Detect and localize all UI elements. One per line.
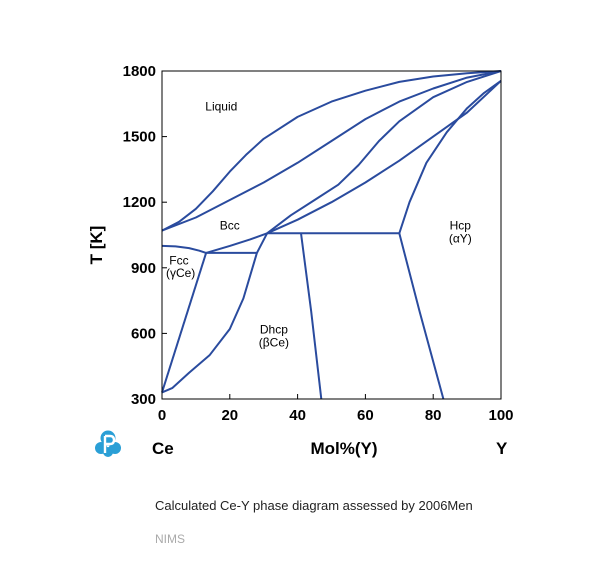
x-tick-label: 0: [158, 407, 166, 424]
phase-region-label: Dhcp: [260, 322, 288, 336]
phase-region-label: (αY): [449, 232, 472, 246]
phase-region-label: Liquid: [205, 99, 237, 113]
right-element-label: Y: [496, 439, 508, 458]
phase-region-label: Bcc: [220, 219, 240, 233]
y-tick-label: 300: [131, 391, 156, 408]
plot-lines: [161, 70, 502, 400]
phase-region-label: Hcp: [450, 219, 472, 233]
x-tick-label: 80: [425, 407, 442, 424]
phase-boundary-12: [300, 233, 323, 400]
x-tick-label: 60: [357, 407, 374, 424]
phase-boundary-1: [161, 70, 502, 232]
x-axis-ticks: 0 20 40 60 80 100: [158, 394, 514, 424]
phase-boundary-6: [161, 244, 207, 254]
region-labels: Liquid Bcc Fcc(γCe) Dhcp(βCe) Hcp(αY): [166, 99, 472, 349]
y-tick-label: 1500: [123, 129, 156, 146]
y-axis-label: T [K]: [87, 226, 106, 265]
phase-region-label: (βCe): [259, 336, 289, 350]
phase-boundary-4: [205, 80, 502, 254]
phase-boundary-3: [266, 70, 502, 235]
phase-diagram-chart: 0 20 40 60 80 100 300 600 900 1200 1500 1800 Liqui…: [87, 63, 514, 458]
p-logo-icon: [95, 430, 121, 457]
phase-boundary-13: [398, 233, 445, 400]
phase-boundary-2: [161, 70, 502, 232]
phase-boundary-8: [256, 232, 268, 254]
y-tick-label: 600: [131, 325, 156, 342]
y-tick-label: 900: [131, 260, 156, 277]
source-label: NIMS: [155, 532, 185, 546]
left-element-label: Ce: [152, 439, 174, 458]
x-tick-label: 20: [221, 407, 238, 424]
phase-boundary-5: [398, 79, 502, 234]
figure-caption: Calculated Ce-Y phase diagram assessed b…: [155, 498, 473, 513]
phase-region-label: (γCe): [166, 266, 195, 280]
x-tick-label: 40: [289, 407, 306, 424]
y-axis-ticks: 300 600 900 1200 1500 1800: [123, 63, 167, 408]
y-tick-label: 1800: [123, 63, 156, 80]
y-tick-label: 1200: [123, 194, 156, 211]
phase-boundary-10: [161, 252, 208, 393]
phase-region-label: Fcc: [169, 254, 188, 268]
plot-frame: [161, 70, 502, 400]
x-axis-label: Mol%(Y): [310, 439, 377, 458]
phase-boundary-11: [161, 252, 258, 394]
x-tick-label: 100: [488, 407, 513, 424]
